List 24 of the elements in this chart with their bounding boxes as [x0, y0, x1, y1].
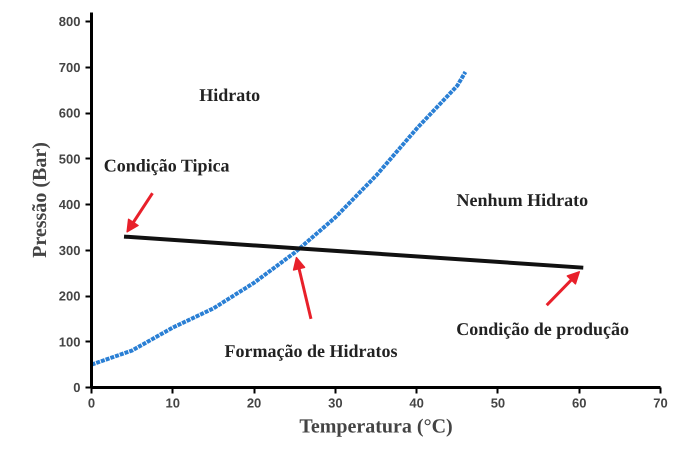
annotation: Condição de produção [456, 318, 629, 339]
annotation: Nenhum Hidrato [456, 190, 588, 210]
x-tick-label: 0 [88, 396, 96, 410]
x-tick-label: 50 [490, 396, 506, 410]
x-tick-label: 30 [328, 396, 343, 410]
x-tick-label: 20 [246, 396, 262, 410]
annotation: Formação de Hidratos [224, 340, 398, 361]
y-axis-title: Pressão (Bar) [28, 142, 51, 258]
annotation: Condição Tipica [104, 156, 230, 176]
y-tick-label: 100 [58, 334, 81, 350]
annotation: Hidrato [199, 84, 260, 105]
y-tick-label: 300 [58, 242, 81, 258]
y-tick-label: 500 [58, 151, 81, 166]
x-tick-label: 10 [166, 396, 180, 410]
x-tick-label: 40 [409, 396, 424, 410]
y-tick-label: 200 [58, 288, 81, 304]
y-tick-label: 400 [58, 197, 81, 212]
y-tick-label: 800 [58, 14, 81, 30]
x-tick-label: 60 [572, 396, 586, 410]
y-tick-label: 700 [58, 60, 81, 75]
y-tick-label: 600 [58, 106, 81, 121]
x-tick-label: 70 [653, 396, 668, 410]
x-axis-title: Temperatura (°C) [299, 416, 453, 438]
y-tick-label: 0 [73, 380, 81, 395]
